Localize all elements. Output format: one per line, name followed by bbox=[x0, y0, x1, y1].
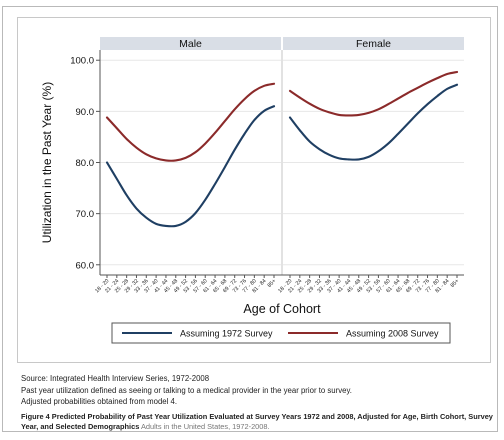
legend-label-assuming-1972-survey: Assuming 1972 Survey bbox=[180, 329, 273, 339]
line-chart: Male Female 60.0 70.0 80.0 90.0 100.0 Utilizati… bbox=[40, 37, 464, 344]
figure-caption: Figure 4 Predicted Probability of Past Y… bbox=[21, 412, 497, 432]
x-axis-label: Age of Cohort bbox=[243, 302, 321, 316]
note-line: Source: Integrated Health Interview Seri… bbox=[21, 374, 210, 383]
y-tick-label: 60.0 bbox=[76, 260, 95, 271]
facet-header-bg bbox=[283, 37, 464, 50]
series-line-assuming-2008-survey-male bbox=[105, 82, 276, 162]
figure-frame: Male Female 60.0 70.0 80.0 90.0 100.0 Utilizati… bbox=[2, 6, 498, 432]
y-tick-label: 70.0 bbox=[76, 209, 95, 220]
y-tick-label: 100.0 bbox=[70, 56, 94, 67]
note-line: Adjusted probabilities obtained from mod… bbox=[21, 397, 178, 406]
chart-area: Male Female 60.0 70.0 80.0 90.0 100.0 Utilizati… bbox=[17, 17, 491, 363]
series-line-assuming-1972-survey-female bbox=[288, 83, 459, 161]
facet-header-bg bbox=[100, 37, 281, 50]
source-notes: Source: Integrated Health Interview Seri… bbox=[21, 373, 497, 408]
series-line-assuming-2008-survey-female bbox=[288, 70, 459, 117]
y-axis-label: Utilization in the Past Year (%) bbox=[40, 82, 54, 243]
series-line-assuming-1972-survey-male bbox=[105, 105, 276, 228]
facet-title: Female bbox=[356, 38, 391, 50]
facet-title: Male bbox=[179, 38, 202, 50]
legend-box bbox=[111, 322, 451, 344]
x-tick-label: 85+ bbox=[450, 278, 461, 289]
caption-subtitle: Adults in the United States, 1972-2008. bbox=[140, 422, 270, 431]
caption-title: Figure 4 Predicted Probability of Past Y… bbox=[21, 412, 493, 431]
y-tick-label: 80.0 bbox=[76, 158, 95, 169]
y-tick-label: 90.0 bbox=[76, 107, 95, 118]
x-tick-label: 85+ bbox=[267, 278, 278, 289]
legend-label-assuming-2008-survey: Assuming 2008 Survey bbox=[346, 329, 439, 339]
note-line: Past year utilization defined as seeing … bbox=[21, 385, 352, 395]
